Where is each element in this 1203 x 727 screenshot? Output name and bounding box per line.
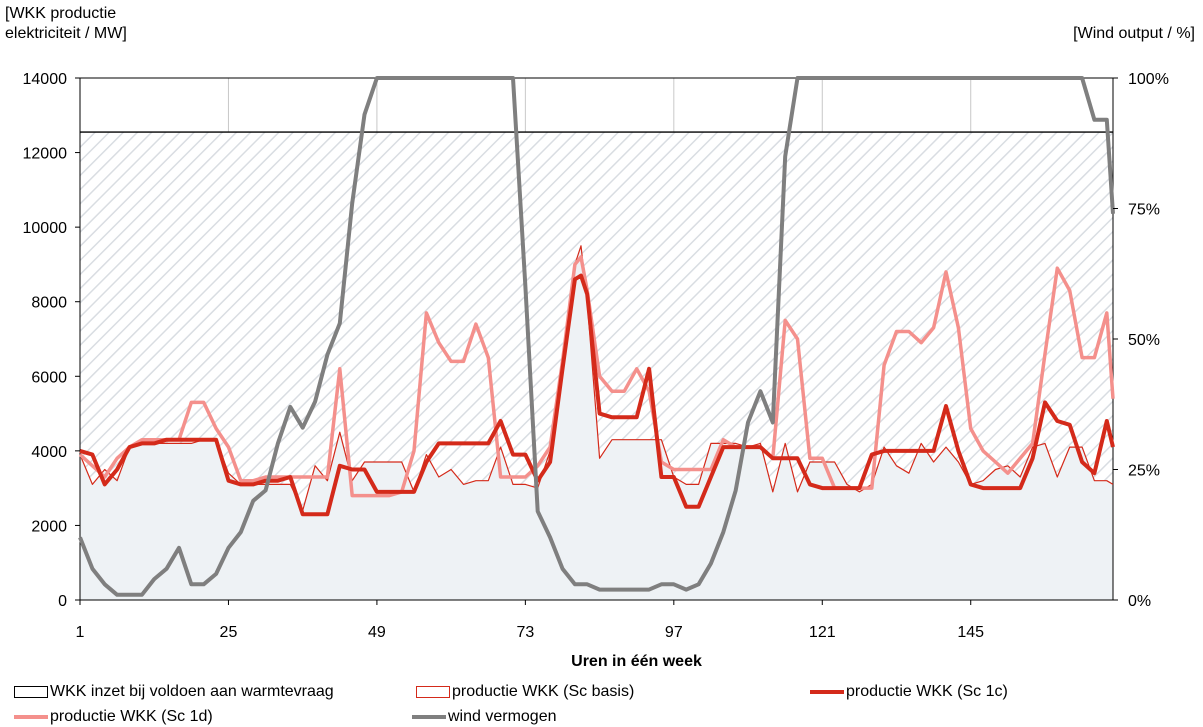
y-left-tick-label: 12000 xyxy=(23,146,68,163)
y-left-tick-label: 0 xyxy=(58,593,67,610)
x-tick-label: 25 xyxy=(220,624,238,641)
y-right-tick-label: 50% xyxy=(1128,332,1160,349)
legend-swatch-sc-1d xyxy=(14,715,48,719)
series-line-sc-1c xyxy=(79,273,1115,517)
legend-item-sc-1c: productie WKK (Sc 1c) xyxy=(810,683,1008,701)
legend-label-wind: wind vermogen xyxy=(448,708,557,725)
x-tick-label: 121 xyxy=(809,624,836,641)
legend-label-sc-1d: productie WKK (Sc 1d) xyxy=(50,708,213,725)
x-tick-label: 145 xyxy=(957,624,984,641)
legend-swatch-sc-1c xyxy=(810,690,844,694)
y-left-tick-label: 4000 xyxy=(31,444,67,461)
legend-label-sc-basis: productie WKK (Sc basis) xyxy=(452,683,635,700)
y-right-tick-label: 25% xyxy=(1128,463,1160,480)
x-tick-label: 97 xyxy=(665,624,683,641)
x-tick-label: 73 xyxy=(516,624,534,641)
legend-swatch-sc-basis xyxy=(416,686,450,698)
y-right-axis-title: [Wind output / %] xyxy=(1073,25,1195,42)
x-tick-label: 1 xyxy=(76,624,85,641)
legend-item-sc-basis: productie WKK (Sc basis) xyxy=(416,683,634,701)
legend-item-heat-demand: WKK inzet bij voldoen aan warmtevraag xyxy=(14,683,334,701)
x-axis-title: Uren in één week xyxy=(571,653,702,670)
x-tick-label: 49 xyxy=(368,624,386,641)
y-right-tick-label: 75% xyxy=(1128,202,1160,219)
y-left-tick-label: 10000 xyxy=(23,220,68,237)
legend-item-wind: wind vermogen xyxy=(412,708,557,726)
series-line-sc-1d xyxy=(78,255,1115,498)
y-left-tick-label: 2000 xyxy=(31,518,67,535)
y-left-axis-title-line1: [WKK productie xyxy=(5,5,117,22)
legend-label-sc-1c: productie WKK (Sc 1c) xyxy=(846,683,1008,700)
legend-swatch-wind xyxy=(412,715,446,719)
y-left-axis-title-line2: elektriciteit / MW] xyxy=(5,25,127,42)
legend-item-sc-1d: productie WKK (Sc 1d) xyxy=(14,708,213,726)
y-right-tick-label: 100% xyxy=(1128,71,1169,88)
y-right-tick-label: 0% xyxy=(1128,593,1151,610)
series-line-wind xyxy=(78,76,1115,597)
legend-label-heat-demand: WKK inzet bij voldoen aan warmtevraag xyxy=(50,683,334,700)
legend-swatch-heat-demand xyxy=(14,686,48,698)
y-left-tick-label: 6000 xyxy=(31,369,67,386)
y-left-tick-label: 14000 xyxy=(23,71,68,88)
y-left-tick-label: 8000 xyxy=(31,295,67,312)
